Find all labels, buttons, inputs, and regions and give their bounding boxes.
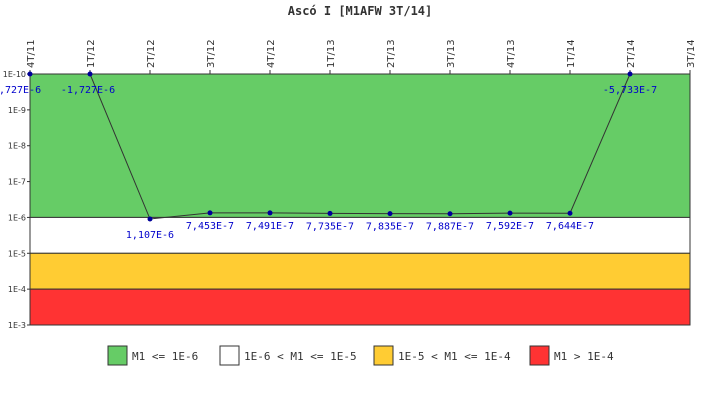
data-point <box>207 210 213 216</box>
band-2 <box>29 216 691 254</box>
x-tick-label: 3T/12 <box>206 39 217 68</box>
data-point <box>27 71 33 77</box>
data-label: 7,592E-7 <box>486 221 534 232</box>
x-tick-label: 2T/12 <box>146 39 157 68</box>
y-tick-label: 1E-6 <box>8 213 26 222</box>
data-label: 7,491E-7 <box>246 221 294 232</box>
data-point <box>627 71 633 77</box>
legend-label: M1 > 1E-4 <box>554 350 614 363</box>
data-label: -5,733E-7 <box>603 85 657 96</box>
legend-swatch <box>529 345 550 366</box>
data-label: 7,835E-7 <box>366 222 414 233</box>
x-tick-label: 1T/13 <box>326 39 337 68</box>
x-tick-label: 2T/14 <box>626 39 637 68</box>
data-label: 7,735E-7 <box>306 221 354 232</box>
x-tick-label: 3T/14 <box>686 39 697 68</box>
data-label: 1,107E-6 <box>126 230 174 241</box>
x-tick-label: 4T/12 <box>266 39 277 68</box>
data-point <box>147 216 153 222</box>
series-layer: -1,727E-6 -1,727E-6 1,107E-6 7,453E-7 7,491E… <box>0 71 657 241</box>
legend-item: M1 <= 1E-6 <box>107 345 198 366</box>
data-point <box>447 211 453 217</box>
x-tick-label: 1T/14 <box>566 39 577 68</box>
x-tick-label: 4T/13 <box>506 39 517 68</box>
y-tick-label: 1E-4 <box>8 285 26 294</box>
legend-swatch <box>107 345 128 366</box>
x-tick-label: 4T/11 <box>26 39 37 68</box>
data-point <box>387 211 393 217</box>
data-label: 7,887E-7 <box>426 222 474 233</box>
bands-layer <box>29 73 691 326</box>
data-label: 7,644E-7 <box>546 221 594 232</box>
legend-label: 1E-5 < M1 <= 1E-4 <box>398 350 511 363</box>
legend-item: 1E-5 < M1 <= 1E-4 <box>373 345 511 366</box>
x-tick-label: 3T/13 <box>446 39 457 68</box>
data-point <box>567 210 573 216</box>
band-4 <box>29 288 691 326</box>
data-point <box>327 210 333 216</box>
legend: M1 <= 1E-6 1E-6 < M1 <= 1E-5 1E-5 < M1 <= … <box>107 345 614 366</box>
band-3 <box>29 252 691 290</box>
legend-label: M1 <= 1E-6 <box>132 350 198 363</box>
legend-swatch <box>373 345 394 366</box>
data-label: -1,727E-6 <box>61 85 115 96</box>
data-point <box>267 210 273 216</box>
y-tick-label: 1E-10 <box>3 70 26 79</box>
y-tick-label: 1E-5 <box>8 249 26 258</box>
x-tick-label: 2T/13 <box>386 39 397 68</box>
x-tick-label: 1T/12 <box>86 39 97 68</box>
y-tick-label: 1E-8 <box>8 142 26 151</box>
data-point <box>507 210 513 216</box>
y-tick-label: 1E-3 <box>8 321 26 330</box>
legend-item: M1 > 1E-4 <box>529 345 614 366</box>
data-point <box>87 71 93 77</box>
y-tick-label: 1E-7 <box>8 178 26 187</box>
data-label: 7,453E-7 <box>186 221 234 232</box>
legend-swatch <box>219 345 240 366</box>
legend-item: 1E-6 < M1 <= 1E-5 <box>219 345 357 366</box>
y-axis: 1E-10 1E-9 1E-8 1E-7 1E-6 1E-5 1E-4 1E-3 <box>3 70 30 330</box>
band-1 <box>29 73 691 218</box>
legend-label: 1E-6 < M1 <= 1E-5 <box>244 350 357 363</box>
data-label: -1,727E-6 <box>0 85 41 96</box>
chart-title: Ascó I [M1AFW 3T/14] <box>288 4 433 18</box>
x-axis: 4T/11 1T/12 2T/12 3T/12 4T/12 1T/13 2T/13 3T/13… <box>26 39 697 74</box>
y-tick-label: 1E-9 <box>8 106 26 115</box>
